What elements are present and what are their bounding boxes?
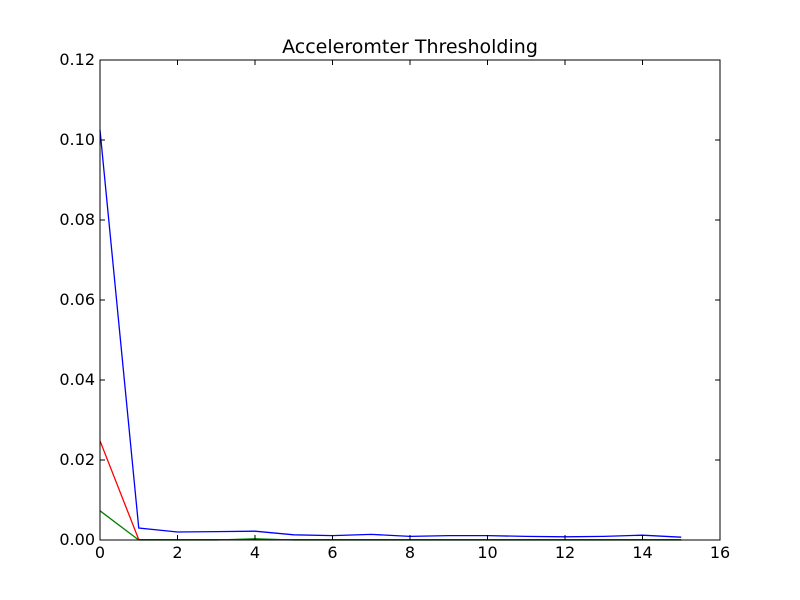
x-tick-label: 4 xyxy=(250,543,260,562)
x-tick-label: 12 xyxy=(555,543,575,562)
y-tick-label: 0.04 xyxy=(59,370,95,389)
x-tick-label: 8 xyxy=(405,543,415,562)
x-tick-label: 14 xyxy=(632,543,652,562)
x-tick-label: 16 xyxy=(710,543,730,562)
x-tick-label: 10 xyxy=(477,543,497,562)
y-tick-label: 0.02 xyxy=(59,450,95,469)
y-tick-label: 0.10 xyxy=(59,130,95,149)
x-tick-label: 6 xyxy=(327,543,337,562)
x-tick-label: 2 xyxy=(172,543,182,562)
y-tick-label: 0.12 xyxy=(59,50,95,69)
axes-layer xyxy=(99,59,721,541)
series-line-1 xyxy=(99,129,682,538)
chart-title: Acceleromter Thresholding xyxy=(282,36,538,58)
ticks-layer: 0 2 4 6 8 10 12 14 16 0.00 0.02 0.04 0.06 0.08 0.10 0.1… xyxy=(59,50,730,562)
y-tick-label: 0.06 xyxy=(59,290,95,309)
y-tick-label: 0.08 xyxy=(59,210,95,229)
series-line-2 xyxy=(99,440,682,541)
y-tick-label: 0.00 xyxy=(59,530,95,549)
x-tick-label: 0 xyxy=(95,543,105,562)
plot-frame xyxy=(99,59,721,541)
series-layer xyxy=(99,129,682,541)
